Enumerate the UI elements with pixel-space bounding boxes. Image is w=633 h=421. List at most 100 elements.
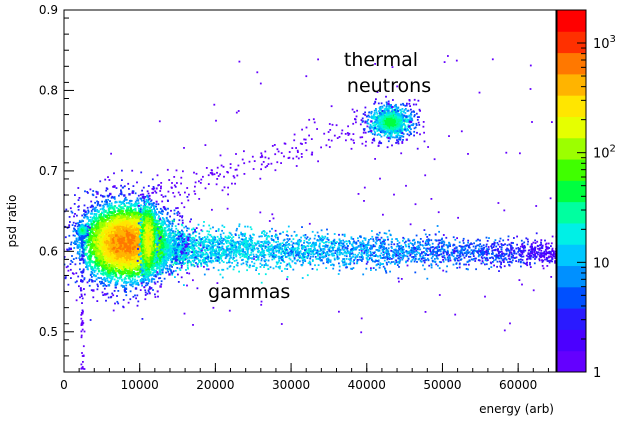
heatmap-cell	[544, 239, 546, 242]
heatmap-cell	[406, 264, 409, 267]
heatmap-cell	[146, 283, 149, 286]
heatmap-cell	[500, 250, 503, 253]
heatmap-cell	[125, 277, 127, 280]
heatmap-cell	[521, 242, 524, 245]
heatmap-cell	[201, 253, 203, 256]
heatmap-cell	[250, 240, 252, 242]
heatmap-cell	[540, 254, 542, 257]
heatmap-cell	[548, 261, 551, 264]
heatmap-cell	[395, 251, 398, 254]
heatmap-cell	[422, 259, 425, 262]
heatmap-cell	[474, 257, 477, 260]
heatmap-cell	[320, 249, 323, 252]
heatmap-cell	[193, 255, 196, 257]
heatmap-cell	[412, 251, 415, 254]
heatmap-cell	[219, 256, 222, 259]
heatmap-cell	[208, 224, 211, 227]
heatmap-cell	[438, 294, 441, 296]
heatmap-cell	[205, 268, 208, 271]
heatmap-cell	[322, 238, 324, 241]
heatmap-cell	[552, 254, 554, 256]
heatmap-cell	[275, 245, 278, 247]
heatmap-cell	[178, 260, 181, 263]
heatmap-cell	[160, 265, 163, 268]
heatmap-cell	[302, 245, 305, 248]
heatmap-cell	[295, 253, 298, 256]
heatmap-cell	[286, 263, 289, 266]
heatmap-cell	[180, 238, 183, 241]
heatmap-cell	[450, 251, 453, 254]
heatmap-cell	[234, 182, 236, 185]
heatmap-cell	[219, 233, 222, 236]
heatmap-cell	[383, 240, 385, 243]
heatmap-cell	[540, 241, 542, 244]
heatmap-cell	[187, 233, 190, 236]
heatmap-cell	[179, 255, 182, 258]
heatmap-cell	[303, 242, 305, 244]
heatmap-cell	[292, 157, 295, 160]
heatmap-cell	[304, 236, 306, 239]
heatmap-cell	[545, 256, 548, 259]
heatmap-cell	[242, 248, 245, 251]
heatmap-cell	[91, 269, 94, 272]
heatmap-cell	[317, 253, 319, 256]
heatmap-cell	[172, 243, 175, 245]
heatmap-cell	[271, 249, 274, 252]
heatmap-cell	[221, 252, 223, 255]
heatmap-cell	[411, 258, 414, 261]
heatmap-cell	[263, 233, 265, 236]
heatmap-cell	[380, 236, 383, 239]
heatmap-cell	[264, 150, 267, 153]
heatmap-cell	[207, 257, 210, 260]
heatmap-cell	[214, 251, 216, 254]
heatmap-cell	[169, 246, 172, 249]
heatmap-cell	[521, 245, 524, 248]
heatmap-cell	[204, 144, 207, 146]
heatmap-cell	[195, 255, 198, 258]
heatmap-cell	[354, 247, 356, 249]
heatmap-cell	[370, 245, 373, 248]
heatmap-cell	[269, 266, 272, 269]
heatmap-cell	[308, 118, 311, 121]
heatmap-cell	[260, 243, 262, 246]
heatmap-cell	[265, 237, 268, 240]
heatmap-cell	[343, 249, 346, 251]
heatmap-cell	[191, 238, 194, 241]
heatmap-cell	[340, 132, 343, 135]
heatmap-cell	[382, 242, 385, 245]
heatmap-cell	[261, 251, 264, 254]
heatmap-cell	[212, 266, 215, 269]
heatmap-cell	[216, 171, 218, 174]
heatmap-cell	[243, 150, 245, 153]
heatmap-cell	[333, 242, 335, 244]
heatmap-cell	[471, 252, 473, 255]
heatmap-cell	[106, 276, 109, 279]
heatmap-cell	[346, 248, 348, 251]
heatmap-cell	[97, 201, 100, 203]
heatmap-cell	[530, 252, 533, 255]
heatmap-cell	[467, 153, 469, 155]
heatmap-cell	[343, 235, 346, 238]
heatmap-cell	[85, 213, 88, 216]
heatmap-cell	[207, 183, 210, 185]
heatmap-cell	[194, 241, 197, 244]
heatmap-cell	[341, 247, 344, 249]
heatmap-cell	[497, 250, 500, 253]
heatmap-cell	[219, 154, 222, 157]
heatmap-cell	[424, 242, 427, 245]
heatmap-cell	[409, 223, 412, 226]
heatmap-cell	[228, 251, 231, 254]
heatmap-cell	[432, 249, 435, 251]
heatmap-cell	[175, 207, 177, 210]
heatmap-cell	[120, 189, 122, 192]
heatmap-cell	[347, 240, 350, 243]
heatmap-cell	[263, 264, 266, 266]
heatmap-cell	[259, 266, 262, 268]
heatmap-cell	[292, 242, 295, 245]
heatmap-cell	[200, 240, 202, 243]
heatmap-cell	[273, 257, 276, 260]
heatmap-cell	[334, 252, 337, 254]
heatmap-cell	[154, 190, 157, 193]
heatmap-cell	[268, 251, 271, 254]
heatmap-cell	[395, 261, 398, 264]
